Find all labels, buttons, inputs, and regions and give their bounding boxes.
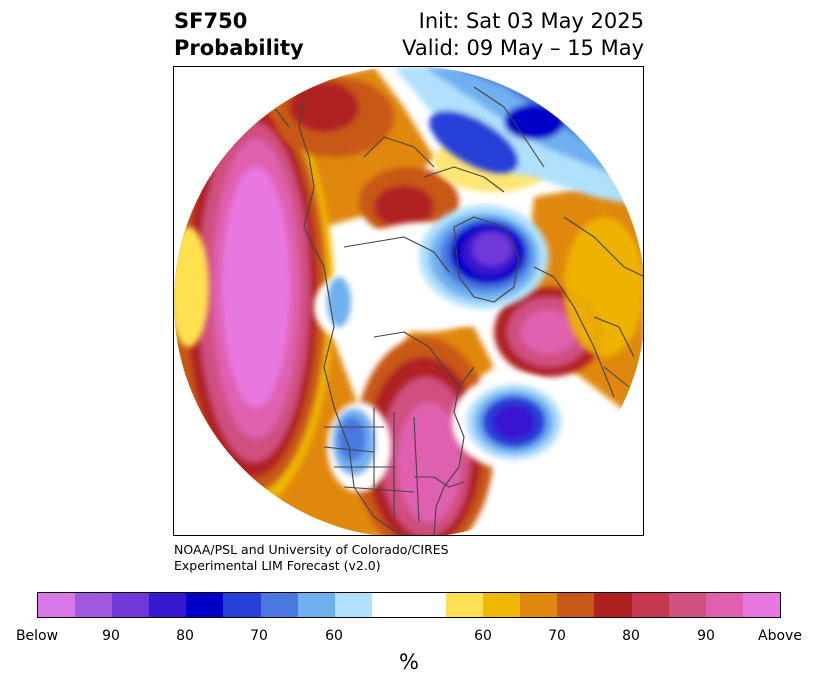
colorbar-tick-label: 90 bbox=[697, 628, 715, 644]
colorbar-segment bbox=[260, 593, 298, 617]
colorbar-segment bbox=[631, 593, 669, 617]
colorbar-segment bbox=[446, 593, 484, 617]
colorbar-segment bbox=[149, 593, 187, 617]
colorbar-tick-label: 90 bbox=[102, 628, 120, 644]
colorbar-segment bbox=[594, 593, 632, 617]
pacific-above-anomaly bbox=[174, 82, 334, 512]
namerica-above-anomaly bbox=[354, 337, 494, 535]
colorbar-segment bbox=[557, 593, 595, 617]
colorbar-segment bbox=[297, 593, 335, 617]
colorbar-unit: % bbox=[399, 650, 419, 674]
siberia-above-anomaly bbox=[274, 77, 459, 237]
map-title: SF750 Probability bbox=[174, 8, 304, 62]
colorbar-segment bbox=[483, 593, 521, 617]
colorbar-segment bbox=[668, 593, 706, 617]
init-date: Init: Sat 03 May 2025 bbox=[418, 9, 644, 33]
colorbar-segment bbox=[408, 593, 447, 617]
credit-line2: Experimental LIM Forecast (v2.0) bbox=[174, 558, 381, 573]
colorbar-segment bbox=[334, 593, 372, 617]
colorbar-segment bbox=[742, 593, 780, 617]
colorbar bbox=[37, 592, 781, 618]
colorbar-tick-label: Above bbox=[758, 628, 802, 644]
colorbar-segment bbox=[186, 593, 224, 617]
colorbar-segment bbox=[371, 593, 409, 617]
forecast-dates: Init: Sat 03 May 2025 Valid: 09 May – 15… bbox=[402, 8, 644, 62]
colorbar-tick-label: 70 bbox=[250, 628, 268, 644]
title-line2: Probability bbox=[174, 36, 304, 60]
title-line1: SF750 bbox=[174, 9, 248, 33]
colorbar-segment bbox=[223, 593, 261, 617]
colorbar-segment bbox=[75, 593, 113, 617]
probability-map bbox=[174, 67, 643, 535]
colorbar-tick-label: Below bbox=[15, 628, 59, 644]
colorbar-tick-label: 80 bbox=[622, 628, 640, 644]
colorbar-segment bbox=[520, 593, 558, 617]
colorbar-tick-label: 80 bbox=[176, 628, 194, 644]
colorbar-segment bbox=[112, 593, 150, 617]
colorbar-tick-label: 60 bbox=[325, 628, 343, 644]
atlantic-below-anomaly bbox=[452, 374, 576, 470]
pole-marker bbox=[405, 297, 415, 307]
credits: NOAA/PSL and University of Colorado/CIRE… bbox=[174, 542, 449, 574]
map-panel bbox=[173, 66, 644, 536]
colorbar-tick-label: 70 bbox=[548, 628, 566, 644]
colorbar-tick-label: 60 bbox=[474, 628, 492, 644]
colorbar-segment bbox=[38, 593, 76, 617]
colorbar-segment bbox=[705, 593, 743, 617]
credit-line1: NOAA/PSL and University of Colorado/CIRE… bbox=[174, 542, 449, 557]
neutral-zone-2 bbox=[314, 272, 394, 342]
valid-dates: Valid: 09 May – 15 May bbox=[402, 36, 644, 60]
